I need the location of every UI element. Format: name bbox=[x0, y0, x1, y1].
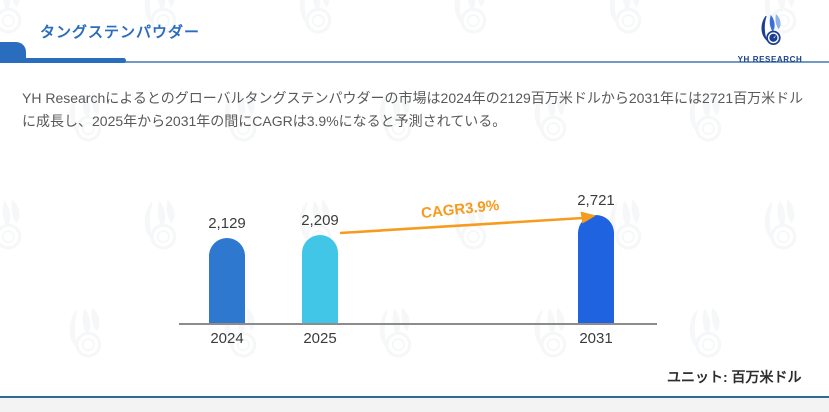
header-divider-line bbox=[0, 61, 829, 63]
yh-research-logo: YH RESEARCH bbox=[730, 13, 810, 64]
yh-research-logo-text: YH RESEARCH bbox=[737, 55, 803, 64]
watermark-logo-icon bbox=[0, 199, 22, 250]
bar-2024 bbox=[209, 238, 245, 323]
x-tick-2024: 2024 bbox=[210, 330, 244, 347]
watermark-logo-icon bbox=[454, 0, 487, 34]
watermark-logo-icon bbox=[689, 307, 722, 358]
bar-2031 bbox=[578, 215, 614, 323]
x-tick-2031: 2031 bbox=[579, 330, 613, 347]
intro-paragraph: YH Researchによるとのグローバルタングステンパウダーの市場は2024年… bbox=[22, 87, 818, 133]
page-title: タングステンパウダー bbox=[40, 24, 201, 41]
watermark-logo-icon bbox=[299, 0, 332, 34]
header-accent-tab bbox=[0, 42, 26, 63]
cagr-annotation: CAGR3.9% bbox=[420, 196, 501, 223]
watermark-logo-icon bbox=[379, 307, 412, 358]
header-accent-underline bbox=[0, 58, 126, 63]
unit-note: ユニット: 百万米ドル bbox=[667, 369, 802, 385]
watermark-logo-icon bbox=[69, 307, 102, 358]
intro-line-1: YH Researchによるとのグローバルタングステンパウダーの市場は2024年… bbox=[22, 90, 804, 106]
watermark-logo-icon bbox=[764, 199, 797, 250]
watermark-logo-icon bbox=[0, 0, 22, 34]
watermark-logo-icon bbox=[144, 199, 177, 250]
footer-divider-line bbox=[0, 396, 829, 398]
chart-x-axis bbox=[179, 323, 657, 325]
x-tick-2025: 2025 bbox=[303, 330, 337, 347]
footer-strip bbox=[0, 398, 829, 412]
yh-research-logo-icon bbox=[753, 14, 787, 53]
intro-line-2: に成長し、2025年から2031年の間にCAGRは3.9%になると予測されている… bbox=[22, 113, 507, 129]
watermark-logo-icon bbox=[609, 0, 642, 34]
bar-2025 bbox=[302, 235, 338, 323]
bar-value-2031: 2,721 bbox=[577, 192, 615, 209]
bar-value-2024: 2,129 bbox=[208, 215, 246, 232]
bar-value-2025: 2,209 bbox=[301, 212, 339, 229]
